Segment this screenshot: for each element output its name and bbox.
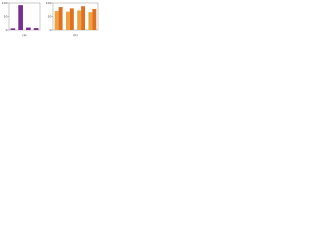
- bar: [92, 8, 97, 31]
- bar: [65, 11, 70, 31]
- y-tick-label: 0: [50, 28, 52, 32]
- caption: (b): [73, 33, 77, 37]
- bar: [33, 28, 39, 30]
- bar: [10, 28, 16, 30]
- bar: [54, 11, 59, 30]
- bar: [88, 12, 93, 30]
- y-tick-label: 0: [6, 28, 8, 32]
- bar: [26, 27, 31, 30]
- bar: [81, 6, 86, 30]
- caption: (a): [22, 33, 26, 37]
- y-tick-label: 50: [48, 15, 52, 19]
- bar: [77, 10, 82, 30]
- bar: [58, 7, 63, 31]
- figure: 0 50 100 (a) 0 50 100 (b): [2, 1, 99, 37]
- plot-frame: [8, 2, 41, 31]
- y-tick-label: 50: [4, 15, 8, 19]
- y-tick-label: 100: [46, 1, 52, 5]
- bar: [18, 5, 23, 30]
- y-tick-label: 100: [2, 1, 8, 5]
- bar: [69, 8, 74, 30]
